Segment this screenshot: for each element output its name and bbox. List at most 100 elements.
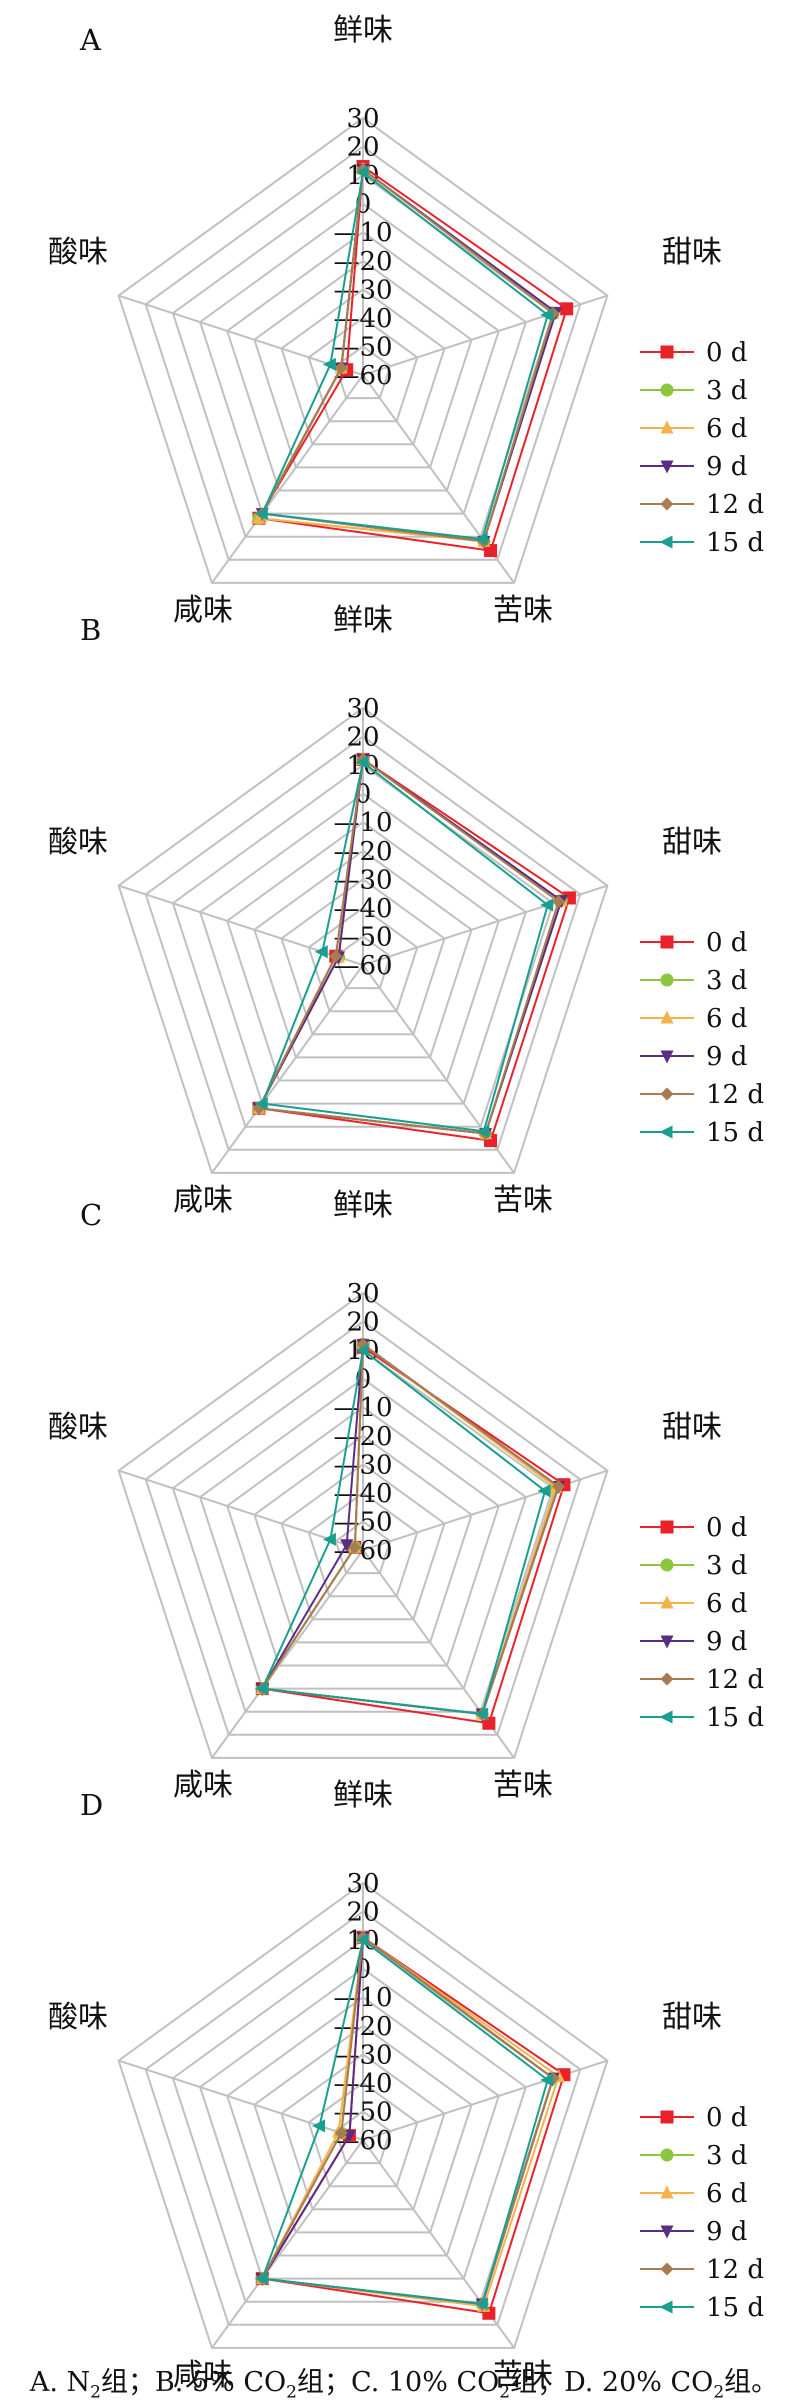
data-point — [312, 2119, 326, 2133]
data-point — [329, 949, 343, 963]
legend-label: 6 d — [706, 2179, 747, 2209]
axis-label: 苦味 — [493, 2358, 553, 2393]
axis-label: 鲜味 — [333, 1188, 393, 1223]
series-line — [260, 170, 549, 541]
grid-ring — [144, 1320, 582, 1736]
grid-ring — [307, 906, 419, 1013]
grid-ring — [253, 2024, 473, 2234]
legend-marker — [660, 935, 674, 949]
legend-label: 0 d — [706, 2103, 747, 2133]
tick-label: 30 — [346, 104, 379, 134]
data-point — [355, 165, 369, 179]
axis-label: 苦味 — [493, 1768, 553, 1803]
grid-ring — [117, 116, 609, 584]
data-point — [540, 308, 554, 322]
grid-ring — [307, 1491, 419, 1598]
series-line — [260, 1348, 547, 1716]
panel-label: A — [79, 23, 102, 57]
grid-ring — [334, 1520, 392, 1575]
legend-marker — [660, 1050, 674, 1064]
legend-marker — [659, 535, 673, 549]
legend-marker — [659, 2300, 673, 2314]
grid-ring — [307, 316, 419, 423]
data-point — [540, 2073, 554, 2087]
data-point — [355, 1343, 369, 1357]
grid-ring — [280, 878, 446, 1036]
tick-label: —40 — [333, 1479, 392, 1509]
legend-label: 12 d — [706, 490, 764, 520]
tick-label: 20 — [346, 1898, 379, 1928]
grid-ring — [226, 1405, 500, 1667]
grid-ring — [226, 1995, 500, 2257]
legend-label: 0 d — [706, 338, 747, 368]
data-point — [484, 544, 498, 558]
legend-label: 9 d — [706, 2217, 747, 2247]
tick-label: 20 — [346, 1308, 379, 1338]
axis-label: 鲜味 — [333, 13, 393, 48]
axis-label: 咸味 — [173, 1768, 233, 1803]
tick-label: —10 — [333, 218, 392, 248]
series-line — [260, 1342, 557, 1716]
axis-label: 甜味 — [662, 2000, 722, 2035]
data-point — [254, 507, 268, 521]
tick-label: —30 — [333, 2040, 392, 2070]
grid-ring — [198, 1967, 528, 2280]
grid-ring — [198, 1377, 528, 1690]
series-line — [260, 1938, 549, 2306]
legend-marker — [659, 1710, 673, 1724]
data-point — [540, 898, 554, 912]
data-point — [334, 361, 348, 375]
data-point — [560, 302, 574, 316]
legend-label: 0 d — [706, 928, 747, 958]
grid-ring — [280, 1463, 446, 1621]
grid-ring — [280, 288, 446, 446]
tick-label: 30 — [346, 1279, 379, 1309]
grid-ring — [253, 1434, 473, 1644]
grid-ring — [117, 1881, 609, 2349]
axis-label: 咸味 — [173, 593, 233, 628]
legend-label: 15 d — [706, 1703, 764, 1733]
tick-label: 20 — [346, 723, 379, 753]
legend-marker — [660, 1520, 674, 1534]
legend-label: 12 d — [706, 2255, 764, 2285]
data-point — [322, 1532, 336, 1546]
axis-spoke — [211, 1549, 364, 1759]
series-line — [260, 1342, 557, 1716]
legend-label: 15 d — [706, 1118, 764, 1148]
legend-marker — [660, 497, 674, 511]
grid-ring — [144, 145, 582, 561]
panel-label: C — [80, 1198, 102, 1232]
grid-ring — [117, 706, 609, 1174]
tick-label: —20 — [333, 247, 392, 277]
grid-ring — [171, 1348, 555, 1713]
legend-marker — [660, 2110, 674, 2124]
tick-label: 30 — [346, 694, 379, 724]
data-point — [474, 532, 488, 546]
tick-label: —50 — [333, 922, 392, 952]
axis-spoke — [118, 1469, 364, 1551]
data-point — [254, 1097, 268, 1111]
axis-label: 鲜味 — [333, 1778, 393, 1813]
data-point — [552, 894, 566, 908]
axis-label: 酸味 — [48, 825, 108, 860]
tick-label: —10 — [333, 808, 392, 838]
axis-spoke — [211, 2139, 364, 2349]
tick-label: 30 — [346, 1869, 379, 1899]
data-point — [552, 1479, 566, 1493]
grid-ring — [198, 202, 528, 515]
panel-label: B — [80, 613, 101, 647]
legend-marker — [660, 2262, 674, 2276]
tick-label: —10 — [333, 1393, 392, 1423]
legend-marker — [660, 1595, 674, 1609]
legend-label: 15 d — [706, 528, 764, 558]
data-point — [476, 1124, 490, 1138]
tick-label: —40 — [333, 304, 392, 334]
panel-label: D — [80, 1788, 103, 1822]
legend-label: 6 d — [706, 414, 747, 444]
series-line — [257, 164, 568, 552]
legend-marker — [660, 1672, 674, 1686]
tick-label: 20 — [346, 133, 379, 163]
figure-caption: A. N2组；B. 5% CO2组；C. 10% CO2组；D. 20% CO2… — [29, 2367, 779, 2403]
